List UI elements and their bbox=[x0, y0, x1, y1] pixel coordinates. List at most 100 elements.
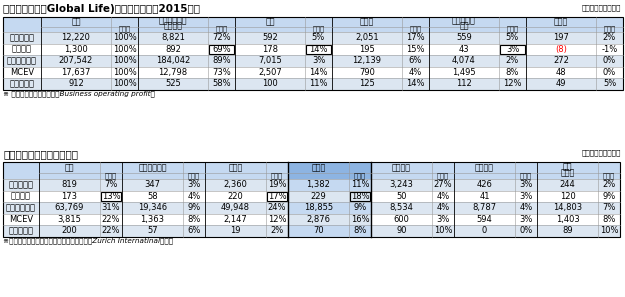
Text: アイルランド: アイルランド bbox=[138, 164, 167, 173]
Text: 収入保険料: 収入保険料 bbox=[9, 33, 34, 42]
Text: (8): (8) bbox=[555, 45, 567, 54]
Text: その他: その他 bbox=[561, 168, 574, 177]
Text: 3,815: 3,815 bbox=[58, 215, 81, 224]
Text: 3%: 3% bbox=[506, 45, 519, 54]
Text: 7%: 7% bbox=[104, 180, 118, 189]
Text: 220: 220 bbox=[228, 192, 243, 201]
Text: 2,051: 2,051 bbox=[355, 33, 379, 42]
Text: 4,074: 4,074 bbox=[452, 56, 476, 65]
Text: 2,876: 2,876 bbox=[306, 215, 331, 224]
Text: 3%: 3% bbox=[188, 180, 201, 189]
Text: 構成比: 構成比 bbox=[271, 172, 283, 179]
Text: 3%: 3% bbox=[436, 215, 450, 224]
Text: 営業利益: 営業利益 bbox=[12, 45, 32, 54]
Text: アジア・太: アジア・太 bbox=[452, 17, 476, 26]
Text: 178: 178 bbox=[262, 45, 278, 54]
Text: 347: 347 bbox=[144, 180, 161, 189]
Text: 24%: 24% bbox=[268, 203, 286, 212]
Bar bbox=[288, 214, 371, 225]
Text: 3%: 3% bbox=[519, 180, 532, 189]
Text: ※ 営業利益（税引後）は「Business operating profit」: ※ 営業利益（税引後）は「Business operating profit」 bbox=[3, 91, 155, 97]
Text: 100%: 100% bbox=[112, 45, 136, 54]
Text: 新契約価値: 新契約価値 bbox=[9, 226, 34, 235]
Text: 73%: 73% bbox=[212, 68, 231, 77]
Text: 819: 819 bbox=[61, 180, 78, 189]
Text: 新契約価値: 新契約価値 bbox=[9, 79, 34, 88]
Text: 272: 272 bbox=[553, 56, 569, 65]
Text: 125: 125 bbox=[359, 79, 375, 88]
Text: 構成比: 構成比 bbox=[604, 26, 616, 32]
Text: 3%: 3% bbox=[519, 192, 532, 201]
Bar bbox=[288, 202, 371, 214]
Text: （単位：百万ドル）: （単位：百万ドル） bbox=[582, 4, 621, 11]
Text: 2%: 2% bbox=[506, 56, 519, 65]
Text: 1,300: 1,300 bbox=[64, 45, 88, 54]
Text: 19,346: 19,346 bbox=[138, 203, 167, 212]
Text: 4%: 4% bbox=[436, 203, 449, 212]
Text: 120: 120 bbox=[559, 192, 576, 201]
Text: 100%: 100% bbox=[112, 33, 136, 42]
Bar bbox=[3, 78, 623, 89]
Text: 14%: 14% bbox=[309, 68, 328, 77]
Bar bbox=[500, 45, 525, 53]
Text: 43: 43 bbox=[459, 45, 469, 54]
Text: 4%: 4% bbox=[188, 192, 201, 201]
Bar bbox=[3, 32, 623, 43]
Text: 11%: 11% bbox=[351, 180, 369, 189]
Text: 6%: 6% bbox=[188, 226, 201, 235]
Bar bbox=[306, 45, 331, 53]
Text: 中南米: 中南米 bbox=[360, 18, 374, 27]
Text: 全体: 全体 bbox=[71, 18, 81, 27]
Bar bbox=[3, 214, 620, 225]
Text: 49: 49 bbox=[556, 79, 566, 88]
Text: スイス: スイス bbox=[311, 164, 326, 173]
Bar bbox=[3, 179, 620, 190]
Text: 70: 70 bbox=[313, 226, 324, 235]
Text: ※「欧州その他」には、中東・アフリカ及びZurich Internatinalを含む: ※「欧州その他」には、中東・アフリカ及びZurich Internatinalを… bbox=[3, 238, 173, 244]
Text: 525: 525 bbox=[165, 79, 181, 88]
Text: 9%: 9% bbox=[188, 203, 201, 212]
Text: 207,542: 207,542 bbox=[59, 56, 93, 65]
Bar bbox=[267, 192, 287, 200]
Text: 2%: 2% bbox=[603, 33, 616, 42]
Text: （単位：百万ドル）: （単位：百万ドル） bbox=[582, 149, 621, 156]
Text: 22%: 22% bbox=[102, 226, 120, 235]
Text: スペイン: スペイン bbox=[392, 164, 411, 173]
Text: 2%: 2% bbox=[602, 180, 616, 189]
Text: 6%: 6% bbox=[409, 56, 422, 65]
Bar bbox=[3, 162, 620, 179]
Text: 構成比: 構成比 bbox=[188, 172, 200, 179]
Text: 5%: 5% bbox=[312, 33, 325, 42]
Text: アフリカ: アフリカ bbox=[164, 21, 182, 31]
Text: 構成比: 構成比 bbox=[437, 172, 449, 179]
Text: 100%: 100% bbox=[112, 79, 136, 88]
Bar bbox=[3, 17, 623, 89]
Text: 1,495: 1,495 bbox=[452, 68, 476, 77]
Text: 244: 244 bbox=[559, 180, 576, 189]
Text: 0: 0 bbox=[482, 226, 487, 235]
Text: 19: 19 bbox=[230, 226, 241, 235]
Bar bbox=[350, 192, 370, 200]
Text: 4%: 4% bbox=[436, 192, 449, 201]
Text: 200: 200 bbox=[62, 226, 78, 235]
Text: 12,798: 12,798 bbox=[159, 68, 188, 77]
Text: 構成比: 構成比 bbox=[354, 172, 366, 179]
Text: 426: 426 bbox=[477, 180, 492, 189]
Text: 173: 173 bbox=[61, 192, 78, 201]
Text: 41: 41 bbox=[479, 192, 490, 201]
Text: 18%: 18% bbox=[351, 192, 369, 201]
Text: 12,220: 12,220 bbox=[61, 33, 91, 42]
Text: 12%: 12% bbox=[503, 79, 522, 88]
Text: 27%: 27% bbox=[434, 180, 452, 189]
Text: 50: 50 bbox=[396, 192, 407, 201]
Text: 229: 229 bbox=[311, 192, 326, 201]
Text: 5%: 5% bbox=[506, 33, 519, 42]
Text: 19%: 19% bbox=[268, 180, 286, 189]
Text: 790: 790 bbox=[359, 68, 375, 77]
Text: 592: 592 bbox=[262, 33, 278, 42]
Text: 17%: 17% bbox=[268, 192, 286, 201]
Text: 100%: 100% bbox=[112, 68, 136, 77]
Text: 184,042: 184,042 bbox=[156, 56, 190, 65]
Text: 9%: 9% bbox=[353, 203, 367, 212]
Text: 17%: 17% bbox=[406, 33, 425, 42]
